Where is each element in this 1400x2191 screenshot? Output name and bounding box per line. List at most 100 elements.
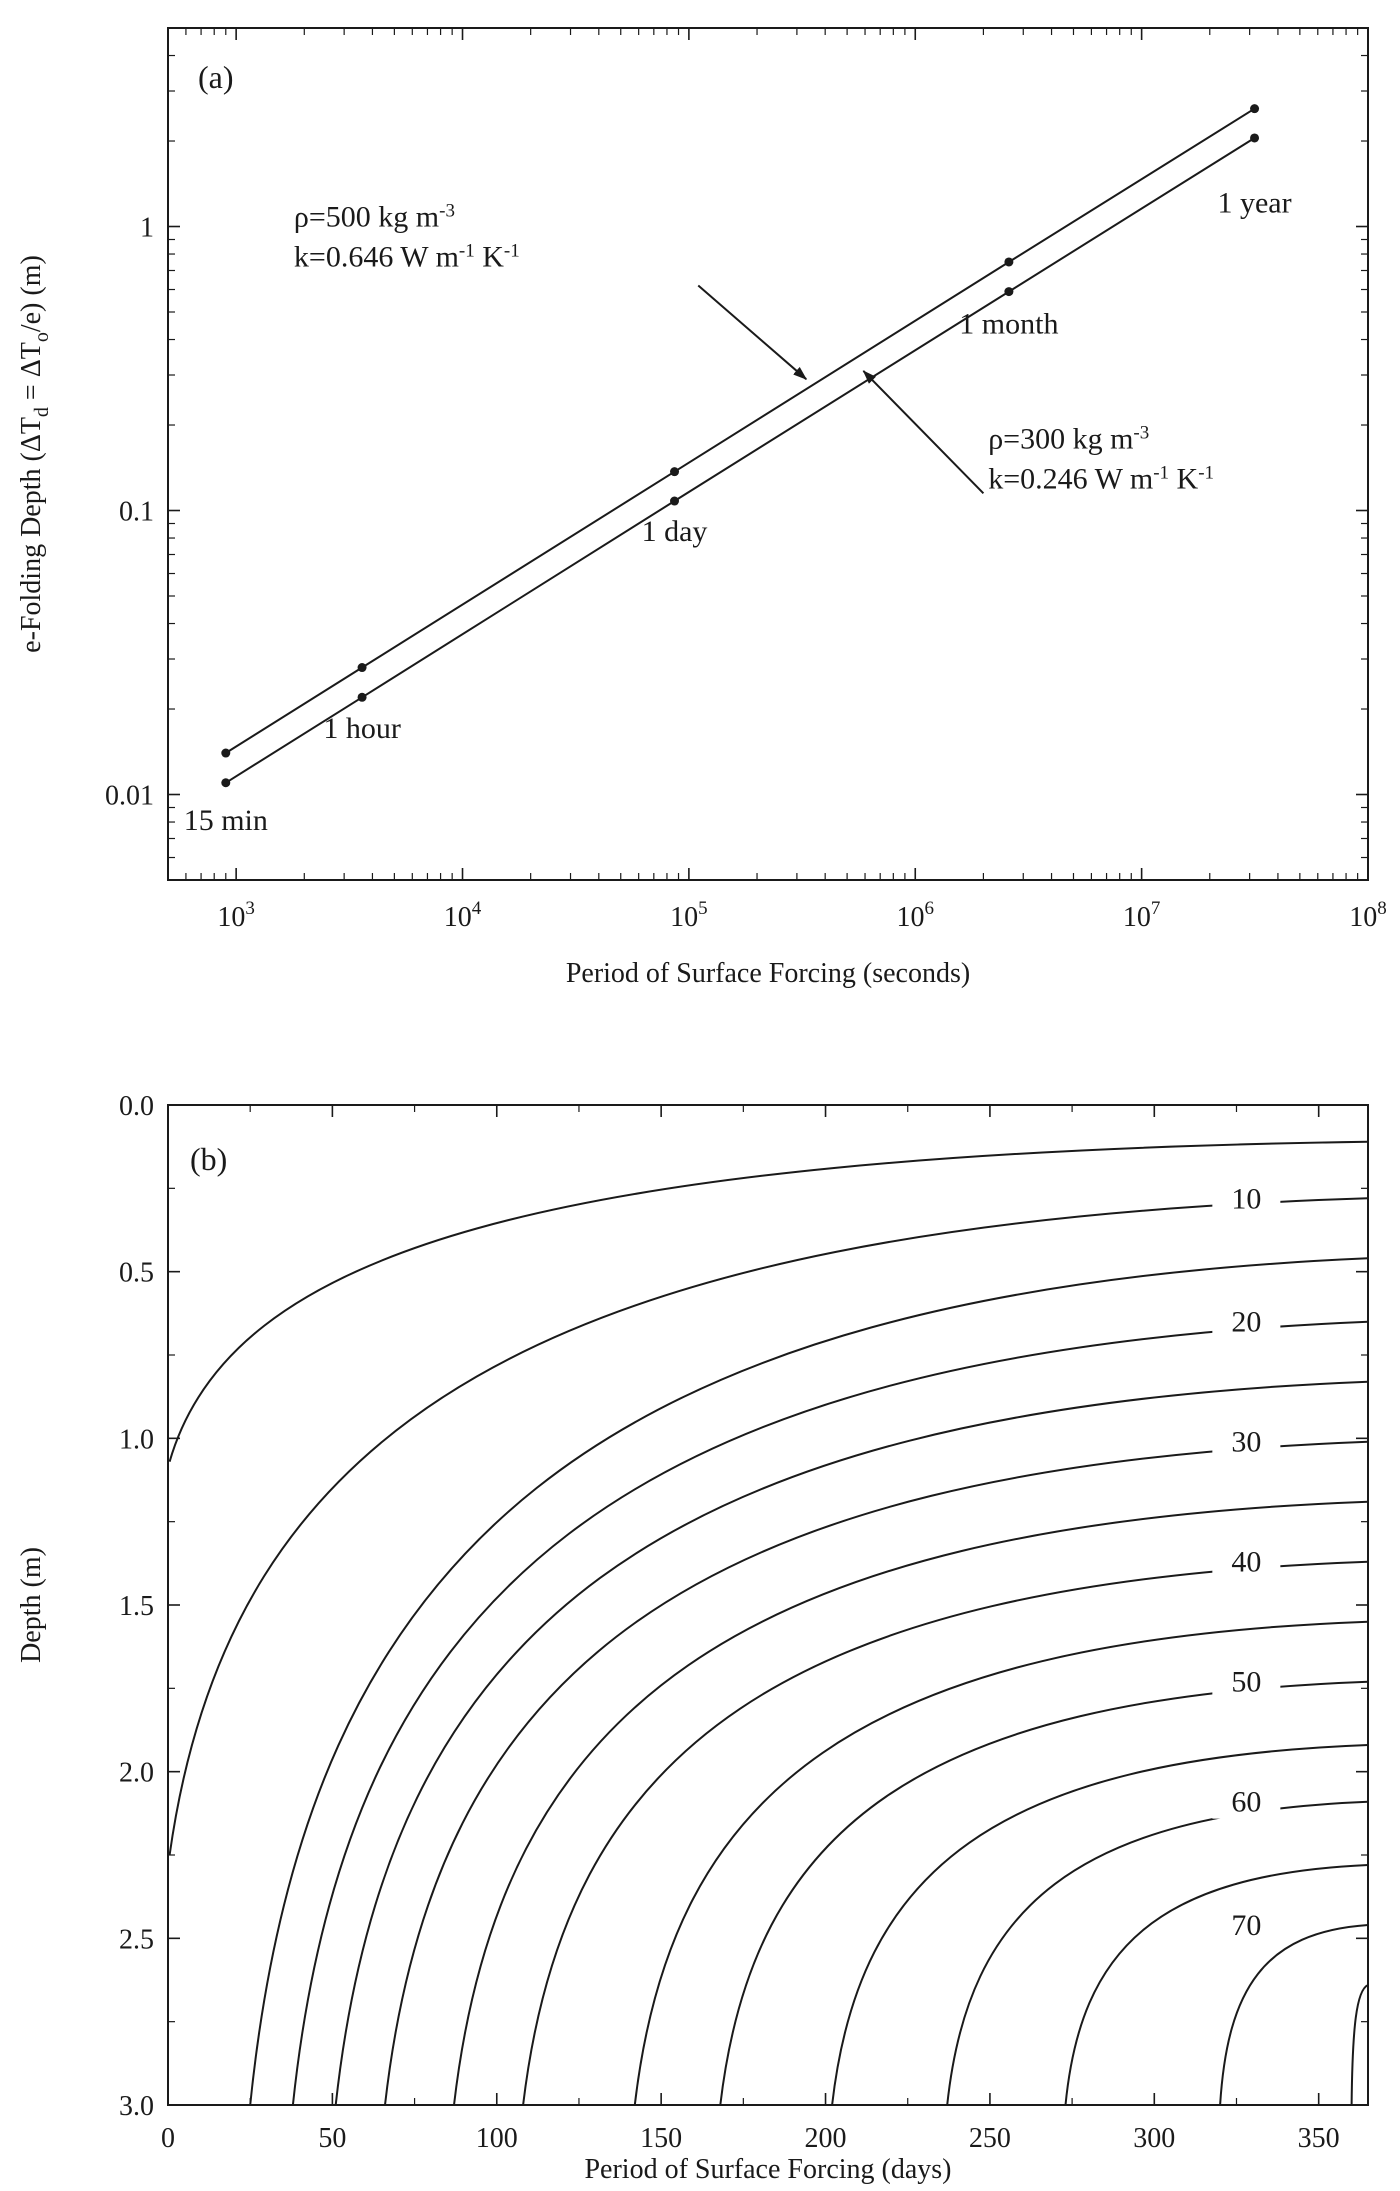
data-point bbox=[670, 496, 680, 506]
panel-a-y-axis-title: e-Folding Depth (ΔTd = ΔTo/e) (m) bbox=[16, 255, 53, 653]
y-tick-label: 0.1 bbox=[119, 497, 154, 528]
x-tick-label: 100 bbox=[476, 2123, 518, 2154]
panel-b-y-axis-title: Depth (m) bbox=[16, 1547, 47, 1663]
contour-line-60 bbox=[946, 1800, 1369, 2106]
contour-line-20 bbox=[291, 1320, 1369, 2106]
contour-label-background bbox=[1212, 1304, 1281, 1339]
annotation-sup: -1 bbox=[459, 241, 475, 262]
tick-base: 10 bbox=[1123, 902, 1151, 933]
panel-a-plot-frame bbox=[167, 27, 1369, 881]
annotation-sup: -1 bbox=[1198, 463, 1214, 484]
data-point bbox=[1004, 287, 1014, 297]
panel-a-x-axis-title: Period of Surface Forcing (seconds) bbox=[566, 958, 970, 989]
point-label: 1 hour bbox=[323, 712, 401, 745]
contour-line-50 bbox=[719, 1680, 1369, 2106]
contour-label: 20 bbox=[1231, 1306, 1261, 1339]
annotation-arrow bbox=[862, 370, 985, 494]
tick-exponent: 3 bbox=[245, 898, 255, 919]
annotation-main: ρ=300 kg m bbox=[988, 423, 1133, 456]
ylabel-part: e-Folding Depth (ΔT bbox=[16, 417, 47, 653]
panel-b-chart: 0 50 100 150 200 250 300 350 0.0 0.5 1.0 1.5 2.0 2.5 3… bbox=[16, 1091, 1369, 2185]
tick-exponent: 7 bbox=[1151, 898, 1161, 919]
annotation-text: k=0.646 W m-1 K-1 bbox=[294, 241, 520, 274]
annotation-main: k=0.646 W m bbox=[294, 241, 459, 274]
y-tick-label: 3.0 bbox=[119, 2091, 154, 2122]
data-point bbox=[1004, 257, 1014, 267]
annotation-main: K bbox=[475, 241, 505, 274]
panel-a-arrows bbox=[697, 284, 985, 494]
annotation-text: ρ=500 kg m-3 bbox=[294, 201, 455, 234]
data-point bbox=[221, 748, 231, 758]
tick-base: 10 bbox=[444, 902, 472, 933]
contour-label-background bbox=[1212, 1424, 1281, 1459]
contour-line-70 bbox=[1219, 1924, 1369, 2106]
y-tick-label: 1 bbox=[140, 213, 154, 244]
contour-line-45 bbox=[633, 1620, 1369, 2106]
x-tick-label: 103 bbox=[217, 898, 254, 933]
contour-line-40 bbox=[522, 1560, 1369, 2106]
panel-a-label: (a) bbox=[198, 59, 234, 95]
data-point bbox=[1250, 133, 1260, 143]
panel-b-contours bbox=[168, 1140, 1369, 2106]
contour-label-background bbox=[1212, 1181, 1281, 1216]
y-tick-label: 1.0 bbox=[119, 1424, 154, 1455]
series-line-2 bbox=[225, 137, 1256, 784]
tick-exponent: 4 bbox=[472, 898, 482, 919]
annotation-sup: -3 bbox=[1133, 423, 1149, 444]
panel-b-ticks: 0 50 100 150 200 250 300 350 0.0 0.5 1.0 1.5 2.0 2.5 3… bbox=[119, 1091, 1368, 2154]
contour-label: 40 bbox=[1231, 1546, 1261, 1579]
contour-line-55 bbox=[831, 1744, 1369, 2106]
data-point bbox=[357, 663, 367, 673]
annotation-sup: -1 bbox=[1153, 463, 1169, 484]
annotation-text: k=0.246 W m-1 K-1 bbox=[988, 463, 1214, 496]
x-tick-label: 108 bbox=[1349, 898, 1387, 933]
contour-line-75 bbox=[1350, 1984, 1369, 2106]
x-tick-label: 106 bbox=[897, 898, 935, 933]
ylabel-subscript: d bbox=[31, 407, 53, 417]
data-point bbox=[1250, 104, 1260, 114]
panel-a-series bbox=[221, 104, 1260, 788]
contour-line-35 bbox=[453, 1500, 1369, 2106]
contour-line-30 bbox=[384, 1440, 1369, 2106]
x-tick-label: 0 bbox=[161, 2123, 175, 2154]
x-tick-label: 104 bbox=[444, 898, 482, 933]
x-tick-label: 300 bbox=[1133, 2123, 1175, 2154]
panel-b-plot-frame bbox=[167, 1104, 1369, 2106]
point-label: 1 day bbox=[642, 515, 708, 548]
contour-label-background bbox=[1212, 1664, 1281, 1699]
contour-label: 30 bbox=[1231, 1426, 1261, 1459]
y-tick-label: 0.01 bbox=[105, 781, 154, 812]
data-point bbox=[357, 692, 367, 702]
contour-label-background bbox=[1212, 1908, 1281, 1942]
x-tick-label: 105 bbox=[670, 898, 708, 933]
x-tick-label: 200 bbox=[805, 2123, 847, 2154]
contour-label: 60 bbox=[1231, 1786, 1261, 1819]
point-label: 15 min bbox=[184, 804, 268, 837]
contour-label: 10 bbox=[1231, 1182, 1261, 1215]
ylabel-part: /e) (m) bbox=[16, 255, 47, 332]
contour-line-25 bbox=[334, 1380, 1369, 2106]
panel-b-label: (b) bbox=[190, 1141, 227, 1177]
panel-b-x-axis-title: Period of Surface Forcing (days) bbox=[584, 2154, 951, 2185]
contour-label: 70 bbox=[1231, 1909, 1261, 1942]
annotation-main: k=0.246 W m bbox=[988, 463, 1153, 496]
tick-exponent: 5 bbox=[698, 898, 708, 919]
annotation-sup: -3 bbox=[439, 201, 455, 222]
tick-base: 10 bbox=[670, 902, 698, 933]
tick-exponent: 8 bbox=[1377, 898, 1387, 919]
tick-base: 10 bbox=[897, 902, 925, 933]
x-tick-label: 107 bbox=[1123, 898, 1161, 933]
y-tick-label: 2.0 bbox=[119, 1758, 154, 1789]
contour-line-10 bbox=[168, 1197, 1369, 1856]
data-point bbox=[670, 467, 680, 477]
panel-a-annotations: ρ=500 kg m-3k=0.646 W m-1 K-1ρ=300 kg m-… bbox=[294, 201, 1214, 496]
contour-label-background bbox=[1212, 1544, 1281, 1579]
annotation-main: ρ=500 kg m bbox=[294, 201, 439, 234]
ylabel-part: = ΔT bbox=[16, 342, 47, 407]
panel-a-point-labels: 15 min 1 hour 1 day 1 month 1 year bbox=[184, 187, 1292, 837]
contour-line-65 bbox=[1064, 1864, 1369, 2106]
data-point bbox=[221, 778, 231, 788]
